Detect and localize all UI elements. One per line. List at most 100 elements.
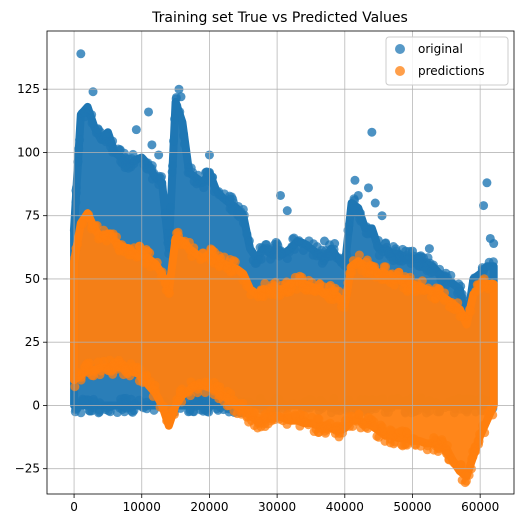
data-point	[189, 243, 199, 253]
data-point	[442, 441, 452, 451]
data-point	[489, 239, 499, 249]
y-tick-label: 100	[17, 145, 40, 159]
data-point	[150, 380, 160, 390]
data-point	[335, 254, 345, 264]
data-point	[166, 202, 176, 212]
data-point	[331, 425, 341, 435]
data-point	[330, 239, 340, 249]
data-point	[456, 311, 466, 321]
x-tick-label: 50000	[393, 500, 431, 514]
data-point	[471, 286, 481, 296]
data-point	[244, 405, 254, 415]
legend-marker-predictions	[395, 66, 405, 76]
data-point	[343, 278, 353, 288]
data-point	[196, 405, 206, 415]
data-point	[340, 416, 350, 426]
data-point	[88, 87, 98, 97]
data-point	[230, 257, 240, 267]
data-point	[350, 175, 360, 185]
data-point	[482, 178, 492, 188]
data-point	[361, 228, 371, 238]
data-point	[478, 421, 488, 431]
data-point	[486, 402, 496, 412]
data-point	[456, 460, 466, 470]
y-tick-label: 50	[25, 272, 40, 286]
data-point	[284, 247, 294, 257]
data-point	[170, 114, 180, 124]
data-point	[144, 107, 154, 117]
data-point	[416, 282, 426, 292]
y-axis: −25 0 25 50 75 100 125	[15, 82, 47, 476]
data-point	[446, 299, 456, 309]
data-point	[214, 251, 224, 261]
data-point	[487, 283, 497, 293]
data-point	[394, 267, 404, 277]
data-point	[176, 92, 186, 102]
x-tick-label: 0	[70, 500, 78, 514]
data-point	[174, 396, 184, 406]
legend-box	[385, 36, 509, 86]
data-point	[466, 306, 476, 316]
data-point	[369, 421, 379, 431]
data-point	[402, 428, 412, 438]
data-point	[453, 288, 463, 298]
data-point	[202, 167, 212, 177]
y-tick-label: 75	[25, 209, 40, 223]
data-point	[163, 232, 173, 242]
data-point	[467, 454, 477, 464]
data-point	[290, 410, 300, 420]
data-point	[93, 125, 103, 135]
data-point	[131, 125, 141, 135]
data-point	[70, 253, 80, 263]
data-point	[295, 421, 305, 431]
data-point	[222, 264, 232, 274]
data-point	[423, 283, 433, 293]
data-point	[242, 229, 252, 239]
data-point	[399, 283, 409, 293]
data-point	[174, 231, 184, 241]
legend-marker-original	[395, 44, 405, 54]
data-point	[349, 204, 359, 214]
data-point	[169, 136, 179, 146]
data-point	[470, 447, 480, 457]
data-point	[441, 448, 451, 458]
data-point	[72, 403, 82, 413]
data-point	[76, 49, 86, 59]
data-point	[364, 412, 374, 422]
data-point	[200, 388, 210, 398]
data-point	[114, 355, 124, 365]
data-point	[119, 246, 129, 256]
data-point	[323, 292, 333, 302]
data-point	[201, 377, 211, 387]
data-point	[269, 281, 279, 291]
data-point	[70, 382, 80, 392]
data-point	[199, 183, 209, 193]
data-point	[175, 387, 185, 397]
data-point	[185, 405, 195, 415]
x-tick-label: 10000	[123, 500, 161, 514]
data-point	[238, 275, 248, 285]
data-point	[314, 427, 324, 437]
data-point	[84, 210, 94, 220]
data-point	[75, 135, 85, 145]
data-point	[298, 283, 308, 293]
data-point	[330, 283, 340, 293]
data-point	[434, 444, 444, 454]
data-point	[121, 403, 131, 413]
data-point	[109, 361, 119, 371]
y-tick-label: 25	[25, 335, 40, 349]
data-point	[253, 417, 263, 427]
data-point	[134, 251, 144, 261]
data-point	[343, 226, 353, 236]
data-point	[411, 440, 421, 450]
data-point	[357, 266, 367, 276]
data-point	[229, 406, 239, 416]
data-point	[142, 253, 152, 263]
data-point	[161, 285, 171, 295]
data-point	[431, 293, 441, 303]
data-point	[138, 378, 148, 388]
data-point	[121, 393, 131, 403]
data-point	[401, 246, 411, 256]
data-point	[159, 401, 169, 411]
